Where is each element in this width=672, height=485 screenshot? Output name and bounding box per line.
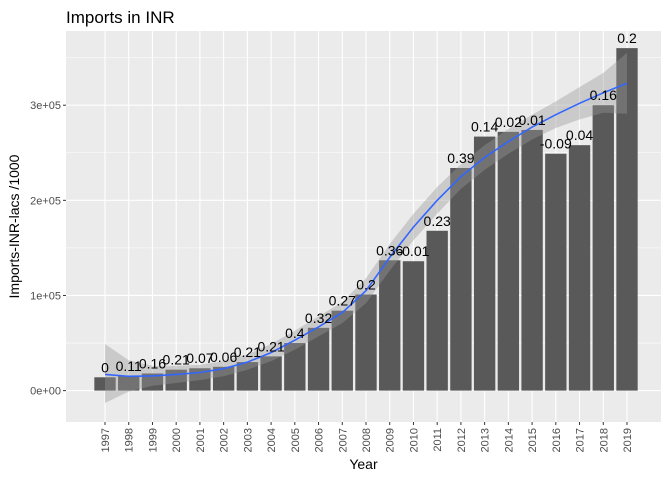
- y-axis: 0e+00 1e+05 2e+05 3e+05: [30, 100, 66, 398]
- x-tick-label: 2000: [171, 428, 183, 452]
- data-label-2008: 0.2: [356, 277, 376, 293]
- bar-1998: [118, 375, 140, 391]
- y-tick-label: 2e+05: [30, 195, 61, 207]
- bar-2004: [260, 356, 282, 391]
- data-label-1997: 0: [101, 359, 109, 375]
- bar-2018: [592, 105, 614, 391]
- y-tick-label: 0e+00: [30, 386, 61, 398]
- x-tick-label: 2013: [480, 428, 492, 452]
- y-tick-label: 1e+05: [30, 290, 61, 302]
- data-label-2002: 0.06: [210, 349, 237, 365]
- chart-title: Imports in INR: [66, 8, 175, 27]
- data-label-1998: 0.11: [116, 358, 142, 374]
- x-tick-label: 2010: [409, 428, 421, 452]
- data-label-2004: 0.21: [257, 338, 284, 354]
- bar-2012: [450, 167, 472, 391]
- data-label-2007: 0.27: [329, 293, 356, 309]
- bar-2014: [497, 131, 520, 391]
- x-tick-label: 2008: [361, 428, 373, 452]
- x-tick-label: 1997: [100, 428, 112, 452]
- smooth-confidence-band: [105, 52, 627, 404]
- x-tick-label: 1999: [148, 428, 160, 452]
- x-tick-label: 2003: [242, 428, 254, 452]
- bar-2009: [379, 260, 401, 391]
- data-label-2006: 0.32: [305, 310, 332, 326]
- bar-2001: [189, 368, 211, 391]
- data-label-2014: 0.02: [495, 114, 522, 130]
- x-tick-label: 2006: [314, 428, 326, 452]
- x-tick-label: 2012: [456, 428, 468, 452]
- bar-2013: [473, 136, 496, 391]
- bar-1999: [141, 373, 164, 391]
- data-label-2000: 0.21: [163, 352, 190, 368]
- x-tick-label: 2004: [266, 428, 278, 452]
- data-label-2017: 0.04: [566, 127, 593, 143]
- x-tick-label: 1998: [124, 428, 136, 452]
- data-label-2010: -0.01: [397, 243, 429, 259]
- x-tick-label: 2002: [219, 428, 231, 452]
- bar-2007: [331, 310, 353, 391]
- x-axis: 1997 1998 1999 2000 2001 2002 2003 2004 2005 2006…: [100, 422, 634, 452]
- bars-group: [94, 48, 638, 391]
- data-label-2013: 0.14: [471, 119, 498, 135]
- x-tick-label: 2007: [337, 428, 349, 452]
- data-label-2005: 0.4: [285, 325, 305, 341]
- x-tick-label: 2014: [503, 428, 515, 452]
- x-tick-label: 2017: [575, 428, 587, 452]
- bar-2019: [616, 48, 638, 391]
- data-label-2011: 0.23: [424, 213, 451, 229]
- x-tick-label: 2009: [385, 428, 397, 452]
- bar-1997: [94, 377, 116, 391]
- y-tick-label: 3e+05: [30, 100, 61, 112]
- data-label-2019: 0.2: [617, 30, 637, 46]
- bar-2017: [568, 145, 591, 391]
- data-label-1999: 0.16: [139, 355, 166, 371]
- data-label-2009: 0.36: [376, 242, 403, 258]
- bar-2006: [307, 327, 330, 391]
- x-axis-title: Year: [349, 456, 378, 472]
- x-tick-label: 2018: [598, 428, 610, 452]
- bar-2005: [284, 343, 306, 391]
- smooth-trend-line: [104, 82, 628, 378]
- data-label-2012: 0.39: [447, 150, 474, 166]
- bar-2008: [355, 294, 377, 391]
- x-tick-label: 2001: [195, 428, 207, 452]
- x-tick-label: 2011: [432, 428, 444, 452]
- bar-2010: [402, 261, 425, 391]
- bar-2002: [212, 366, 235, 391]
- data-labels-group: 0 0.110.160.210.070.060.210.210.40.320.27…: [101, 30, 637, 375]
- x-tick-label: 2015: [527, 428, 539, 452]
- x-tick-label: 2019: [622, 428, 634, 452]
- data-label-2003: 0.21: [234, 344, 261, 360]
- bar-2015: [521, 129, 543, 391]
- data-label-2015: 0.01: [518, 112, 545, 128]
- bar-2011: [426, 230, 448, 391]
- x-tick-label: 2016: [551, 428, 563, 452]
- bar-2003: [236, 362, 259, 391]
- data-label-2016: -0.09: [540, 136, 572, 152]
- y-axis-title: Imports-INR-lacs /1000: [6, 154, 22, 298]
- data-label-2018: 0.16: [590, 87, 617, 103]
- x-tick-label: 2005: [290, 428, 302, 452]
- data-label-2001: 0.07: [186, 350, 213, 366]
- bar-2016: [545, 153, 567, 391]
